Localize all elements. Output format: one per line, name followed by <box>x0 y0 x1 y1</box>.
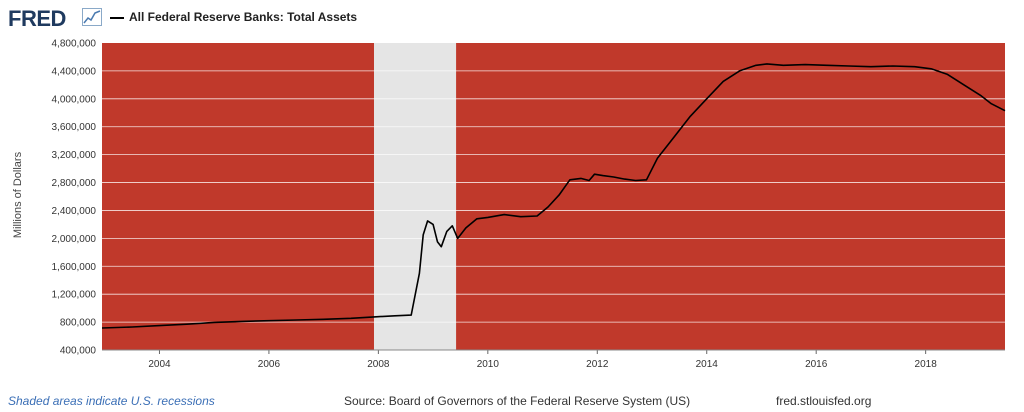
y-tick-label: 2,400,000 <box>52 206 97 217</box>
x-tick-label: 2016 <box>805 359 828 370</box>
chart-header: FRED All Federal Reserve Banks: Total As… <box>0 0 1024 38</box>
y-tick-label: 2,000,000 <box>52 234 97 245</box>
x-tick-label: 2014 <box>696 359 719 370</box>
y-tick-label: 1,600,000 <box>52 262 97 273</box>
recession-band <box>373 43 457 350</box>
x-tick-label: 2004 <box>148 359 171 370</box>
y-tick-label: 2,800,000 <box>52 178 97 189</box>
y-tick-label: 3,600,000 <box>52 122 97 133</box>
x-tick-label: 2018 <box>915 359 938 370</box>
site-link[interactable]: fred.stlouisfed.org <box>776 394 872 408</box>
x-tick-label: 2008 <box>367 359 390 370</box>
x-tick-label: 2010 <box>477 359 500 370</box>
y-tick-label: 4,400,000 <box>52 66 97 77</box>
plot-area <box>102 43 1005 350</box>
source-text: Source: Board of Governors of the Federa… <box>344 394 691 408</box>
y-tick-label: 4,800,000 <box>52 39 97 50</box>
y-tick-label: 4,000,000 <box>52 94 97 105</box>
legend: All Federal Reserve Banks: Total Assets <box>110 10 357 24</box>
x-tick-label: 2012 <box>586 359 609 370</box>
fred-logo: FRED <box>8 6 66 31</box>
y-tick-label: 400,000 <box>60 346 97 357</box>
legend-line-swatch <box>110 16 124 19</box>
recession-note: Shaded areas indicate U.S. recessions <box>8 394 215 408</box>
legend-label: All Federal Reserve Banks: Total Assets <box>129 10 358 24</box>
series-line <box>101 63 1006 329</box>
x-tick-label: 2006 <box>258 359 281 370</box>
y-tick-label: 1,200,000 <box>52 290 97 301</box>
trend-chart-icon <box>82 8 102 26</box>
y-tick-label: 800,000 <box>60 318 97 329</box>
y-tick-label: 3,200,000 <box>52 150 97 161</box>
